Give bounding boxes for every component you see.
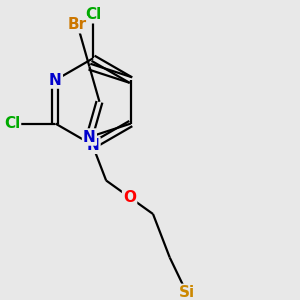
Text: Cl: Cl <box>4 116 20 131</box>
Text: Si: Si <box>178 285 194 300</box>
Text: O: O <box>123 190 136 205</box>
Text: N: N <box>83 130 96 145</box>
Text: Br: Br <box>68 17 87 32</box>
Text: N: N <box>49 73 62 88</box>
Text: N: N <box>87 138 100 153</box>
Text: Cl: Cl <box>85 7 101 22</box>
